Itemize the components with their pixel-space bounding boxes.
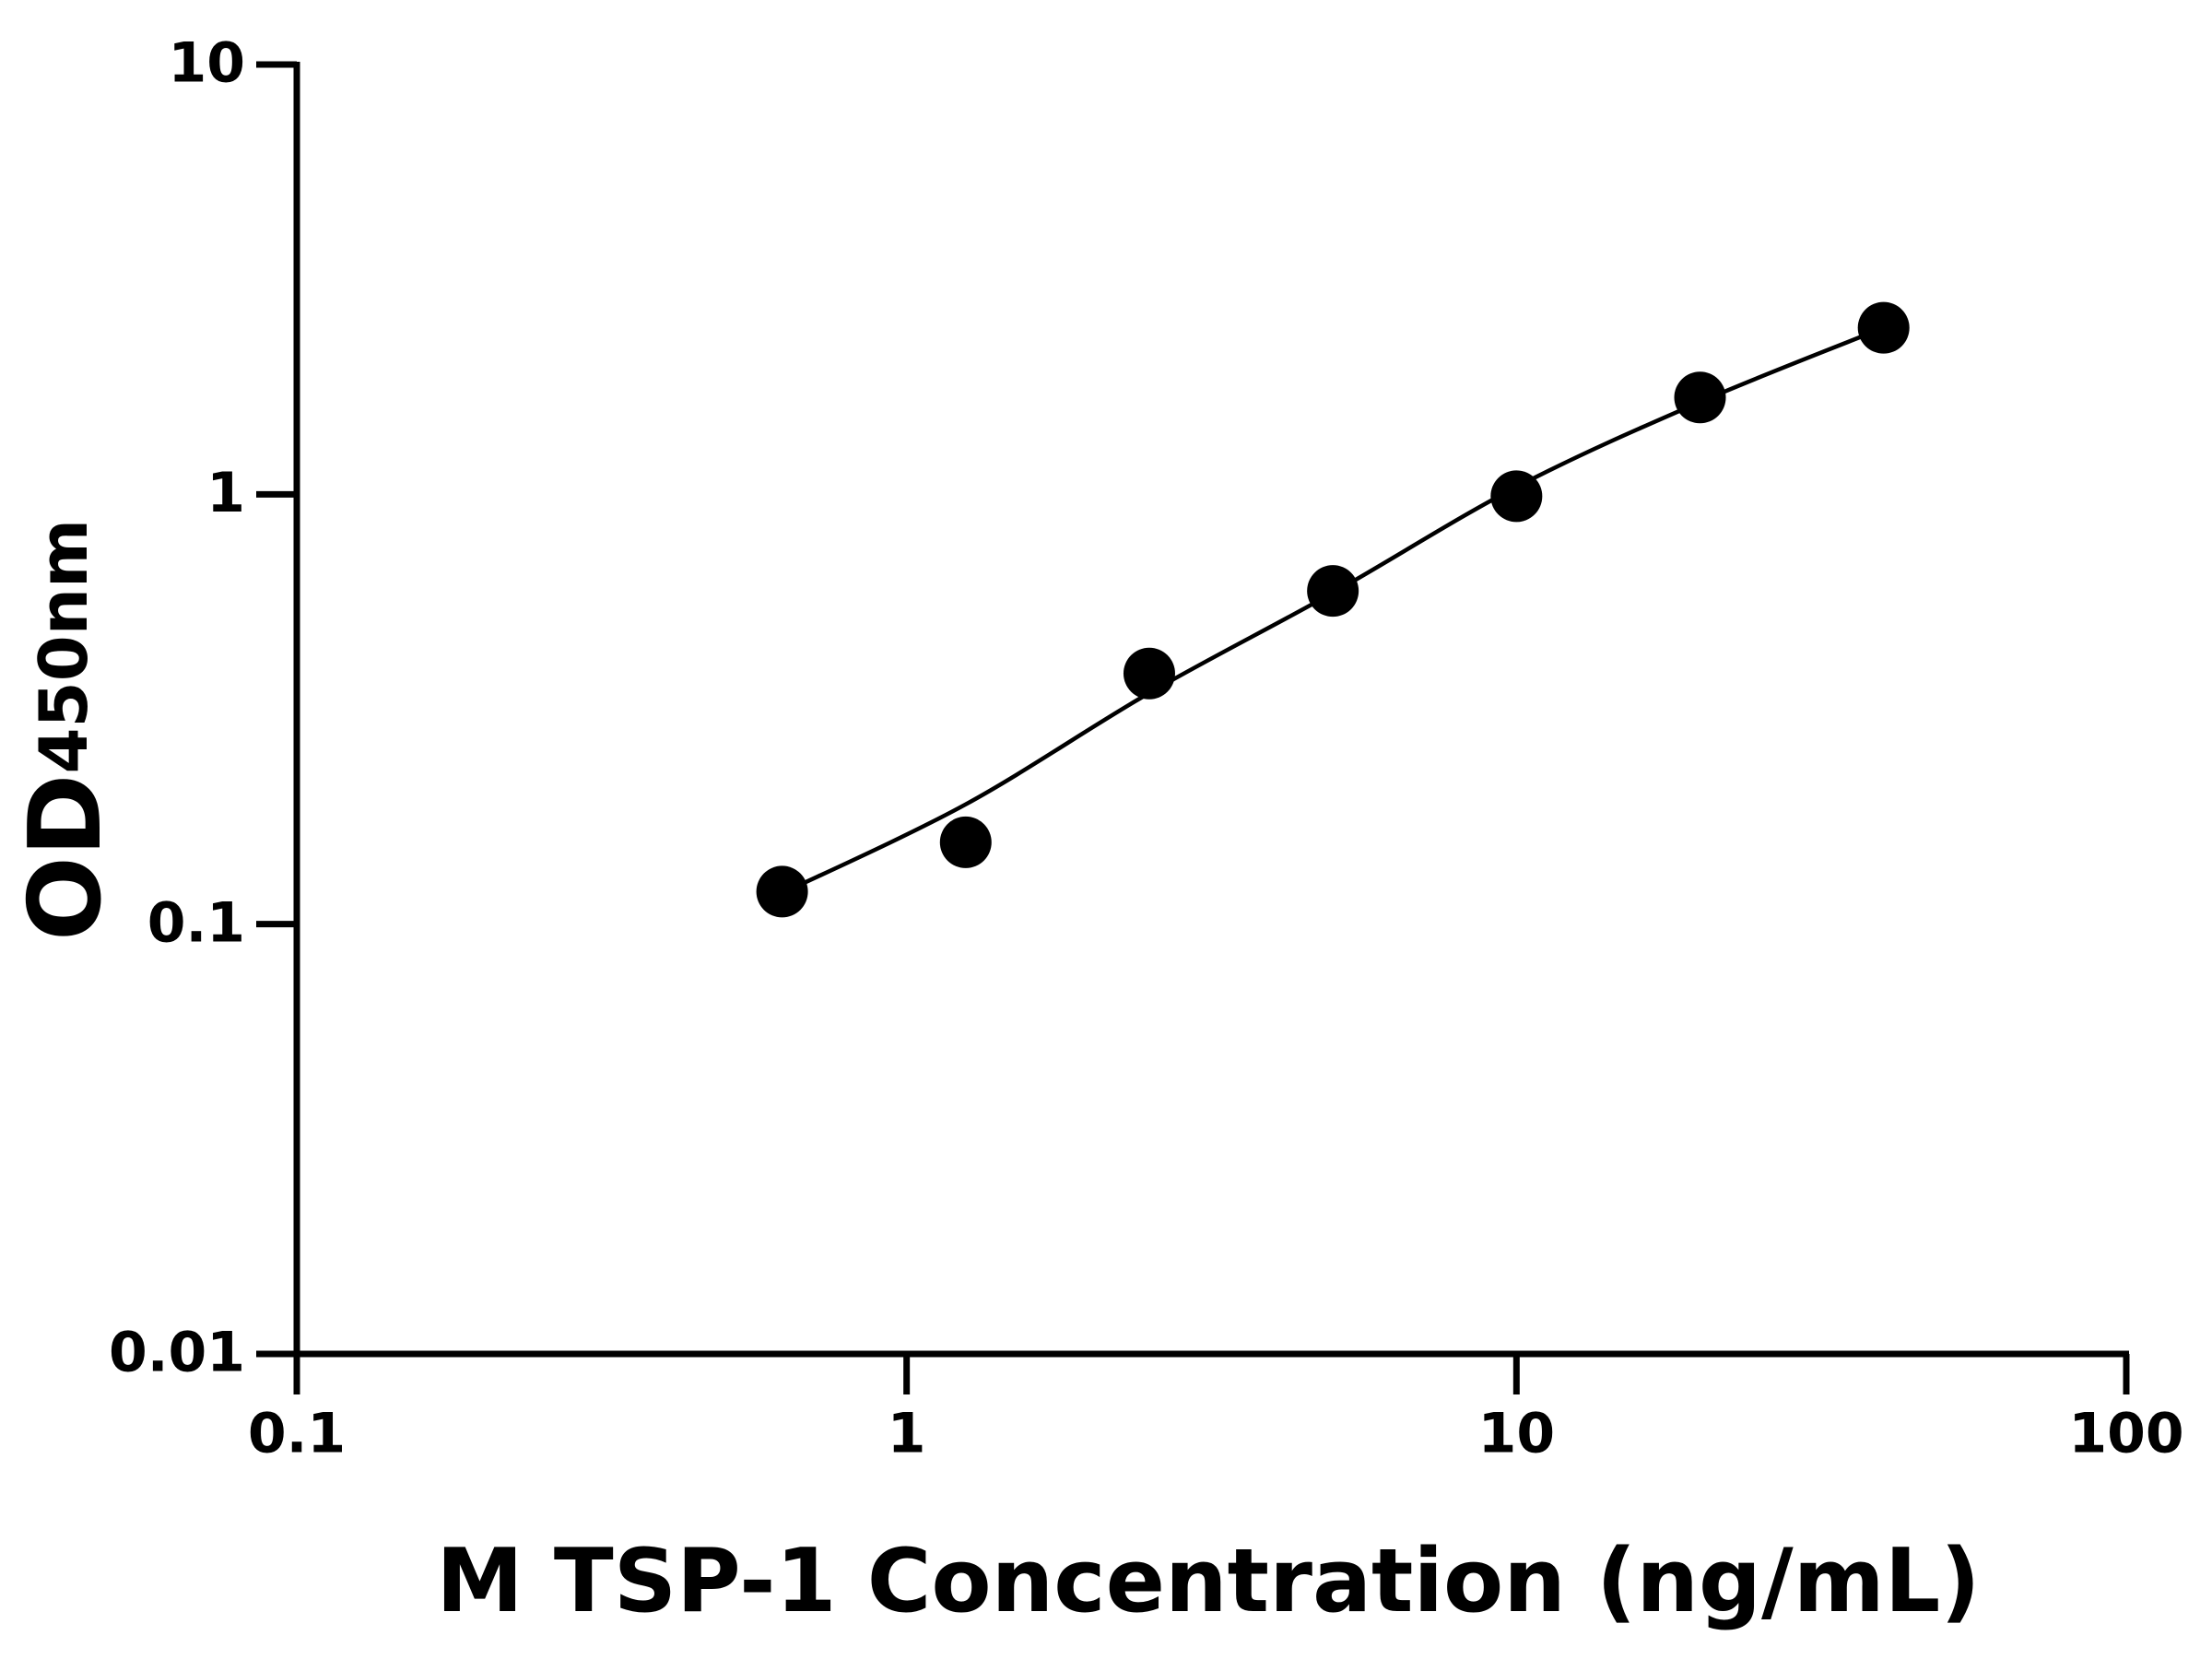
- y-tick-label: 1: [206, 461, 245, 525]
- data-point: [1307, 565, 1359, 618]
- y-tick-label: 0.1: [147, 890, 245, 955]
- data-point: [756, 865, 808, 918]
- x-tick-label: 0.1: [248, 1402, 346, 1466]
- data-point: [939, 816, 992, 868]
- data-point: [1123, 647, 1175, 700]
- data-point: [1857, 301, 1910, 354]
- data-point: [1674, 371, 1726, 424]
- y-axis-label-main: OD: [8, 774, 124, 941]
- y-axis-label: OD450nm: [8, 519, 124, 941]
- data-point: [1490, 470, 1543, 523]
- y-axis-label-sub: 450nm: [25, 519, 102, 774]
- x-axis-label: M TSP-1 Concentration (ng/mL): [436, 1531, 1980, 1632]
- y-tick-label: 0.01: [109, 1321, 245, 1385]
- x-tick-label: 100: [2068, 1402, 2183, 1466]
- y-axis-label-group: OD450nm: [8, 519, 124, 941]
- x-tick-label: 1: [888, 1402, 926, 1466]
- y-tick-label: 10: [169, 31, 246, 96]
- x-tick-label: 10: [1478, 1402, 1556, 1466]
